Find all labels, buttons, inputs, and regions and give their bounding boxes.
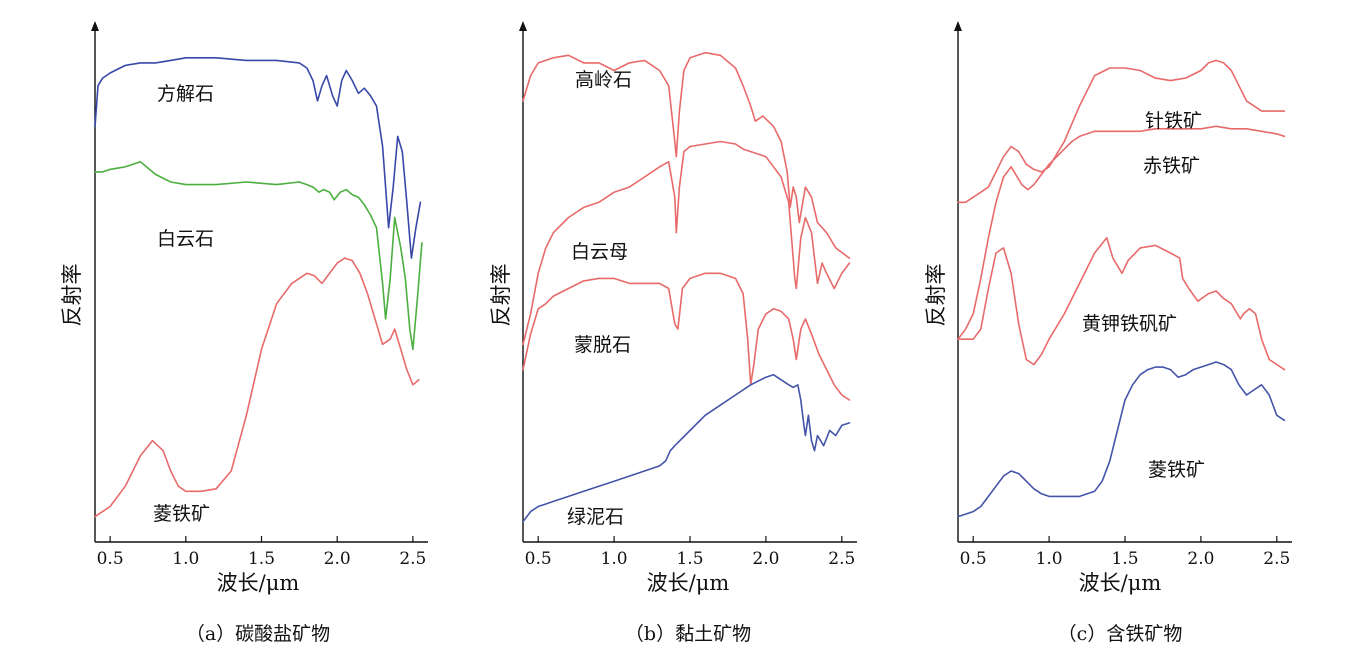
spectrum-line-montmorillonite — [522, 272, 851, 401]
panel-a-label-siderite: 菱铁矿 — [153, 503, 210, 525]
spectrum-line-siderite — [94, 257, 420, 518]
panel-c: 0.5 1.0 1.5 2.0 2.5 反射率 波长/μm 针铁矿 赤铁矿 黄钾铁矾矿 … — [924, 21, 1292, 645]
panel-a-x-axis-title: 波长/μm — [217, 571, 300, 595]
panel-b-y-axis-title: 反射率 — [489, 264, 513, 327]
panel-c-caption: （c）含铁矿物 — [1058, 623, 1183, 645]
panel-a-curves — [94, 57, 423, 518]
spectrum-line-hematite — [957, 125, 1286, 340]
x-tick-label: 2.0 — [752, 549, 779, 569]
spectrum-line-muscovite — [522, 140, 851, 346]
x-tick-label: 0.5 — [97, 549, 124, 569]
panel-b-x-axis-title: 波长/μm — [647, 571, 730, 595]
panel-b-curves — [522, 51, 851, 523]
x-tick-label: 2.0 — [324, 549, 351, 569]
panel-c-label-jarosite: 黄钾铁矾矿 — [1082, 313, 1177, 335]
spectrum-line-chlorite — [522, 373, 851, 523]
x-tick-label: 1.5 — [676, 549, 703, 569]
panel-a-label-dolomite: 白云石 — [157, 228, 214, 250]
spectrum-line-dolomite — [94, 161, 423, 351]
panel-b: 0.5 1.0 1.5 2.0 2.5 反射率 波长/μm 高岭石 白云母 蒙脱石 绿泥… — [489, 21, 857, 645]
spectrum-line-calcite — [94, 57, 422, 259]
panel-b-label-chlorite: 绿泥石 — [567, 506, 624, 528]
panel-a: 0.5 1.0 1.5 2.0 2.5 反射率 波长/μm 方解石 白云石 菱铁矿 （a… — [60, 21, 428, 645]
x-tick-label: 2.5 — [399, 549, 426, 569]
panel-c-label-siderite: 菱铁矿 — [1148, 459, 1205, 481]
panel-c-x-axis-title: 波长/μm — [1079, 571, 1162, 595]
x-tick-label: 2.5 — [1263, 549, 1290, 569]
panel-b-label-muscovite: 白云母 — [571, 241, 628, 263]
x-tick-label: 0.5 — [525, 549, 552, 569]
panel-b-label-montmorillonite: 蒙脱石 — [574, 334, 631, 356]
panel-c-label-hematite: 赤铁矿 — [1143, 155, 1200, 177]
panel-a-caption: （a）碳酸盐矿物 — [186, 623, 330, 645]
spectrum-line-siderite — [957, 361, 1286, 518]
panel-a-label-calcite: 方解石 — [157, 83, 214, 105]
x-tick-label: 2.5 — [828, 549, 855, 569]
panel-a-y-axis-title: 反射率 — [60, 264, 84, 327]
x-tick-label: 2.0 — [1187, 549, 1214, 569]
panel-c-label-goethite: 针铁矿 — [1145, 110, 1202, 132]
x-tick-label: 1.5 — [1111, 549, 1138, 569]
x-tick-label: 1.0 — [172, 549, 199, 569]
x-tick-label: 0.5 — [960, 549, 987, 569]
x-tick-label: 1.5 — [248, 549, 275, 569]
panel-c-x-ticks: 0.5 1.0 1.5 2.0 2.5 — [960, 536, 1290, 569]
x-tick-label: 1.0 — [601, 549, 628, 569]
panel-b-caption: （b）黏土矿物 — [625, 623, 751, 645]
panel-b-x-ticks: 0.5 1.0 1.5 2.0 2.5 — [525, 536, 855, 569]
panel-b-label-kaolinite: 高岭石 — [575, 69, 632, 91]
spectrum-line-kaolinite — [522, 51, 851, 259]
panel-c-curves — [957, 59, 1286, 518]
spectrum-line-goethite — [957, 59, 1286, 204]
x-tick-label: 1.0 — [1036, 549, 1063, 569]
panel-a-x-ticks: 0.5 1.0 1.5 2.0 2.5 — [97, 536, 426, 569]
spectrum-line-jarosite — [957, 237, 1286, 371]
panel-c-y-axis-title: 反射率 — [924, 264, 948, 327]
